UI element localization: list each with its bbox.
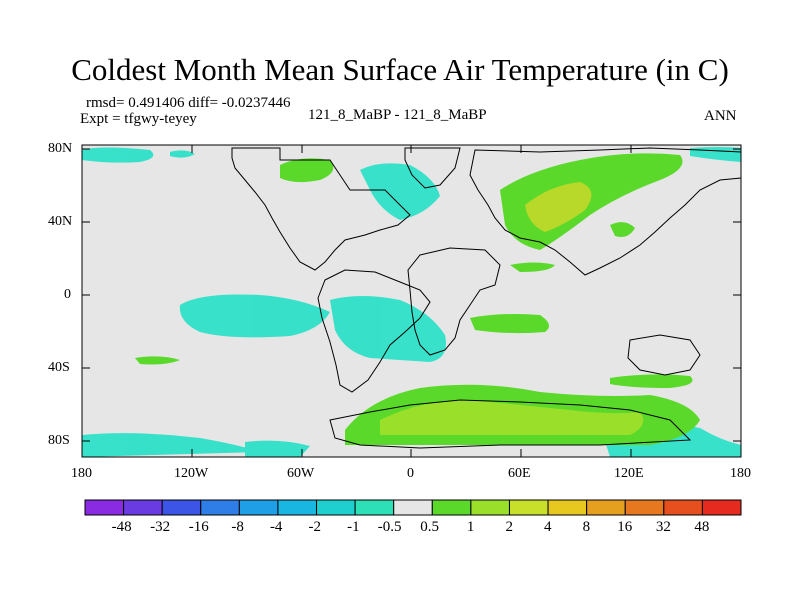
lon-label-120e: 120E [614, 466, 644, 481]
arctic-cool-patch-west [82, 147, 154, 163]
colorbar-label-0: -48 [111, 519, 132, 535]
colorbar-label-9: 1 [466, 519, 475, 535]
pacific-south-warm-fleck [135, 356, 180, 365]
lat-label-0: 0 [64, 287, 71, 302]
season-label: ANN [704, 108, 737, 124]
colorbar-swatch-16 [701, 499, 742, 516]
lon-label-60e: 60E [508, 466, 531, 481]
colorbar-label-7: -0.5 [377, 519, 402, 535]
colorbar-swatch-12 [547, 499, 588, 516]
southern-cool-band [245, 440, 310, 457]
africa-coast [407, 247, 501, 356]
colorbar-swatch-8 [393, 499, 433, 516]
north-atlantic-cool-patch [360, 163, 440, 220]
colorbar-swatch-11 [508, 499, 549, 516]
colorbar-label-5: -2 [308, 519, 322, 535]
lat-label-40s: 40S [48, 360, 70, 375]
comparison-label: 121_8_MaBP - 121_8_MaBP [308, 107, 487, 123]
lat-label-80s: 80S [48, 433, 70, 448]
siberia-warm-core [525, 182, 592, 232]
colorbar-swatch-2 [161, 499, 202, 516]
colorbar-label-14: 32 [655, 519, 671, 535]
south-america-coast [317, 269, 431, 393]
lat-label-40n: 40N [48, 214, 73, 229]
colorbar-label-8: 0.5 [420, 519, 440, 535]
eurasia-coast [469, 147, 742, 276]
colorbar-label-2: -16 [188, 519, 209, 535]
pacific-cool-patch [179, 294, 330, 338]
colorbar-label-13: 16 [617, 519, 633, 535]
colorbar-label-12: 8 [582, 519, 591, 535]
coastlines [231, 147, 742, 449]
colorbar-swatch-1 [123, 499, 163, 516]
antarctica-warm-core [380, 400, 644, 435]
positive-anomaly-regions [135, 153, 700, 445]
lon-label-60w: 60W [287, 466, 315, 481]
asia-warm-fleck [510, 262, 555, 272]
map-title: Coldest Month Mean Surface Air Temperatu… [71, 52, 729, 87]
lat-label-80n: 80N [48, 141, 73, 156]
stats-line: rmsd= 0.491406 diff= -0.0237446 [86, 95, 291, 111]
pacific-warm-fleck [610, 222, 635, 237]
colorbar-swatch-4 [238, 499, 279, 516]
colorbar-label-15: 48 [694, 519, 710, 535]
pacific-south-band [82, 433, 260, 457]
antarctica-coast [329, 399, 692, 449]
australia-coast [627, 334, 701, 376]
colorbar-swatch-9 [431, 499, 472, 516]
greenland-coast [404, 147, 461, 189]
lon-label-120w: 120W [174, 466, 209, 481]
colorbar-label-4: -4 [269, 519, 283, 535]
colorbar-label-6: -1 [347, 519, 360, 535]
colorbar-swatch-7 [354, 499, 395, 516]
colorbar-swatch-3 [200, 499, 240, 516]
lon-label-180e: 180 [730, 466, 751, 481]
colorbar-swatch-13 [586, 499, 626, 516]
colorbar-swatch-15 [663, 499, 703, 516]
arctic-warm-patch [280, 158, 334, 183]
africa-warm-streak [470, 314, 549, 334]
south-atlantic-cool-patch [330, 296, 446, 362]
colorbar-label-3: -8 [231, 519, 244, 535]
colorbar [84, 499, 742, 516]
axis-ticks [81, 145, 742, 457]
experiment-line: Expt = tfgwy-teyey [80, 111, 197, 127]
colorbar-swatch-10 [470, 499, 510, 516]
colorbar-label-1: -32 [150, 519, 171, 535]
indian-ocean-warm-streak [610, 374, 693, 388]
colorbar-swatch-6 [316, 499, 356, 516]
arctic-cool-patch-east [690, 147, 741, 162]
north-america-coast [231, 147, 411, 271]
colorbar-swatch-0 [84, 499, 125, 516]
colorbar-swatch-5 [277, 499, 318, 516]
lon-label-0: 0 [407, 466, 414, 481]
colorbar-label-10: 2 [505, 519, 513, 535]
negative-anomaly-regions [82, 147, 741, 457]
small-cool-fleck [170, 150, 195, 158]
colorbar-swatch-14 [624, 499, 665, 516]
lon-label-180w: 180 [71, 466, 92, 481]
colorbar-label-11: 4 [544, 519, 552, 535]
